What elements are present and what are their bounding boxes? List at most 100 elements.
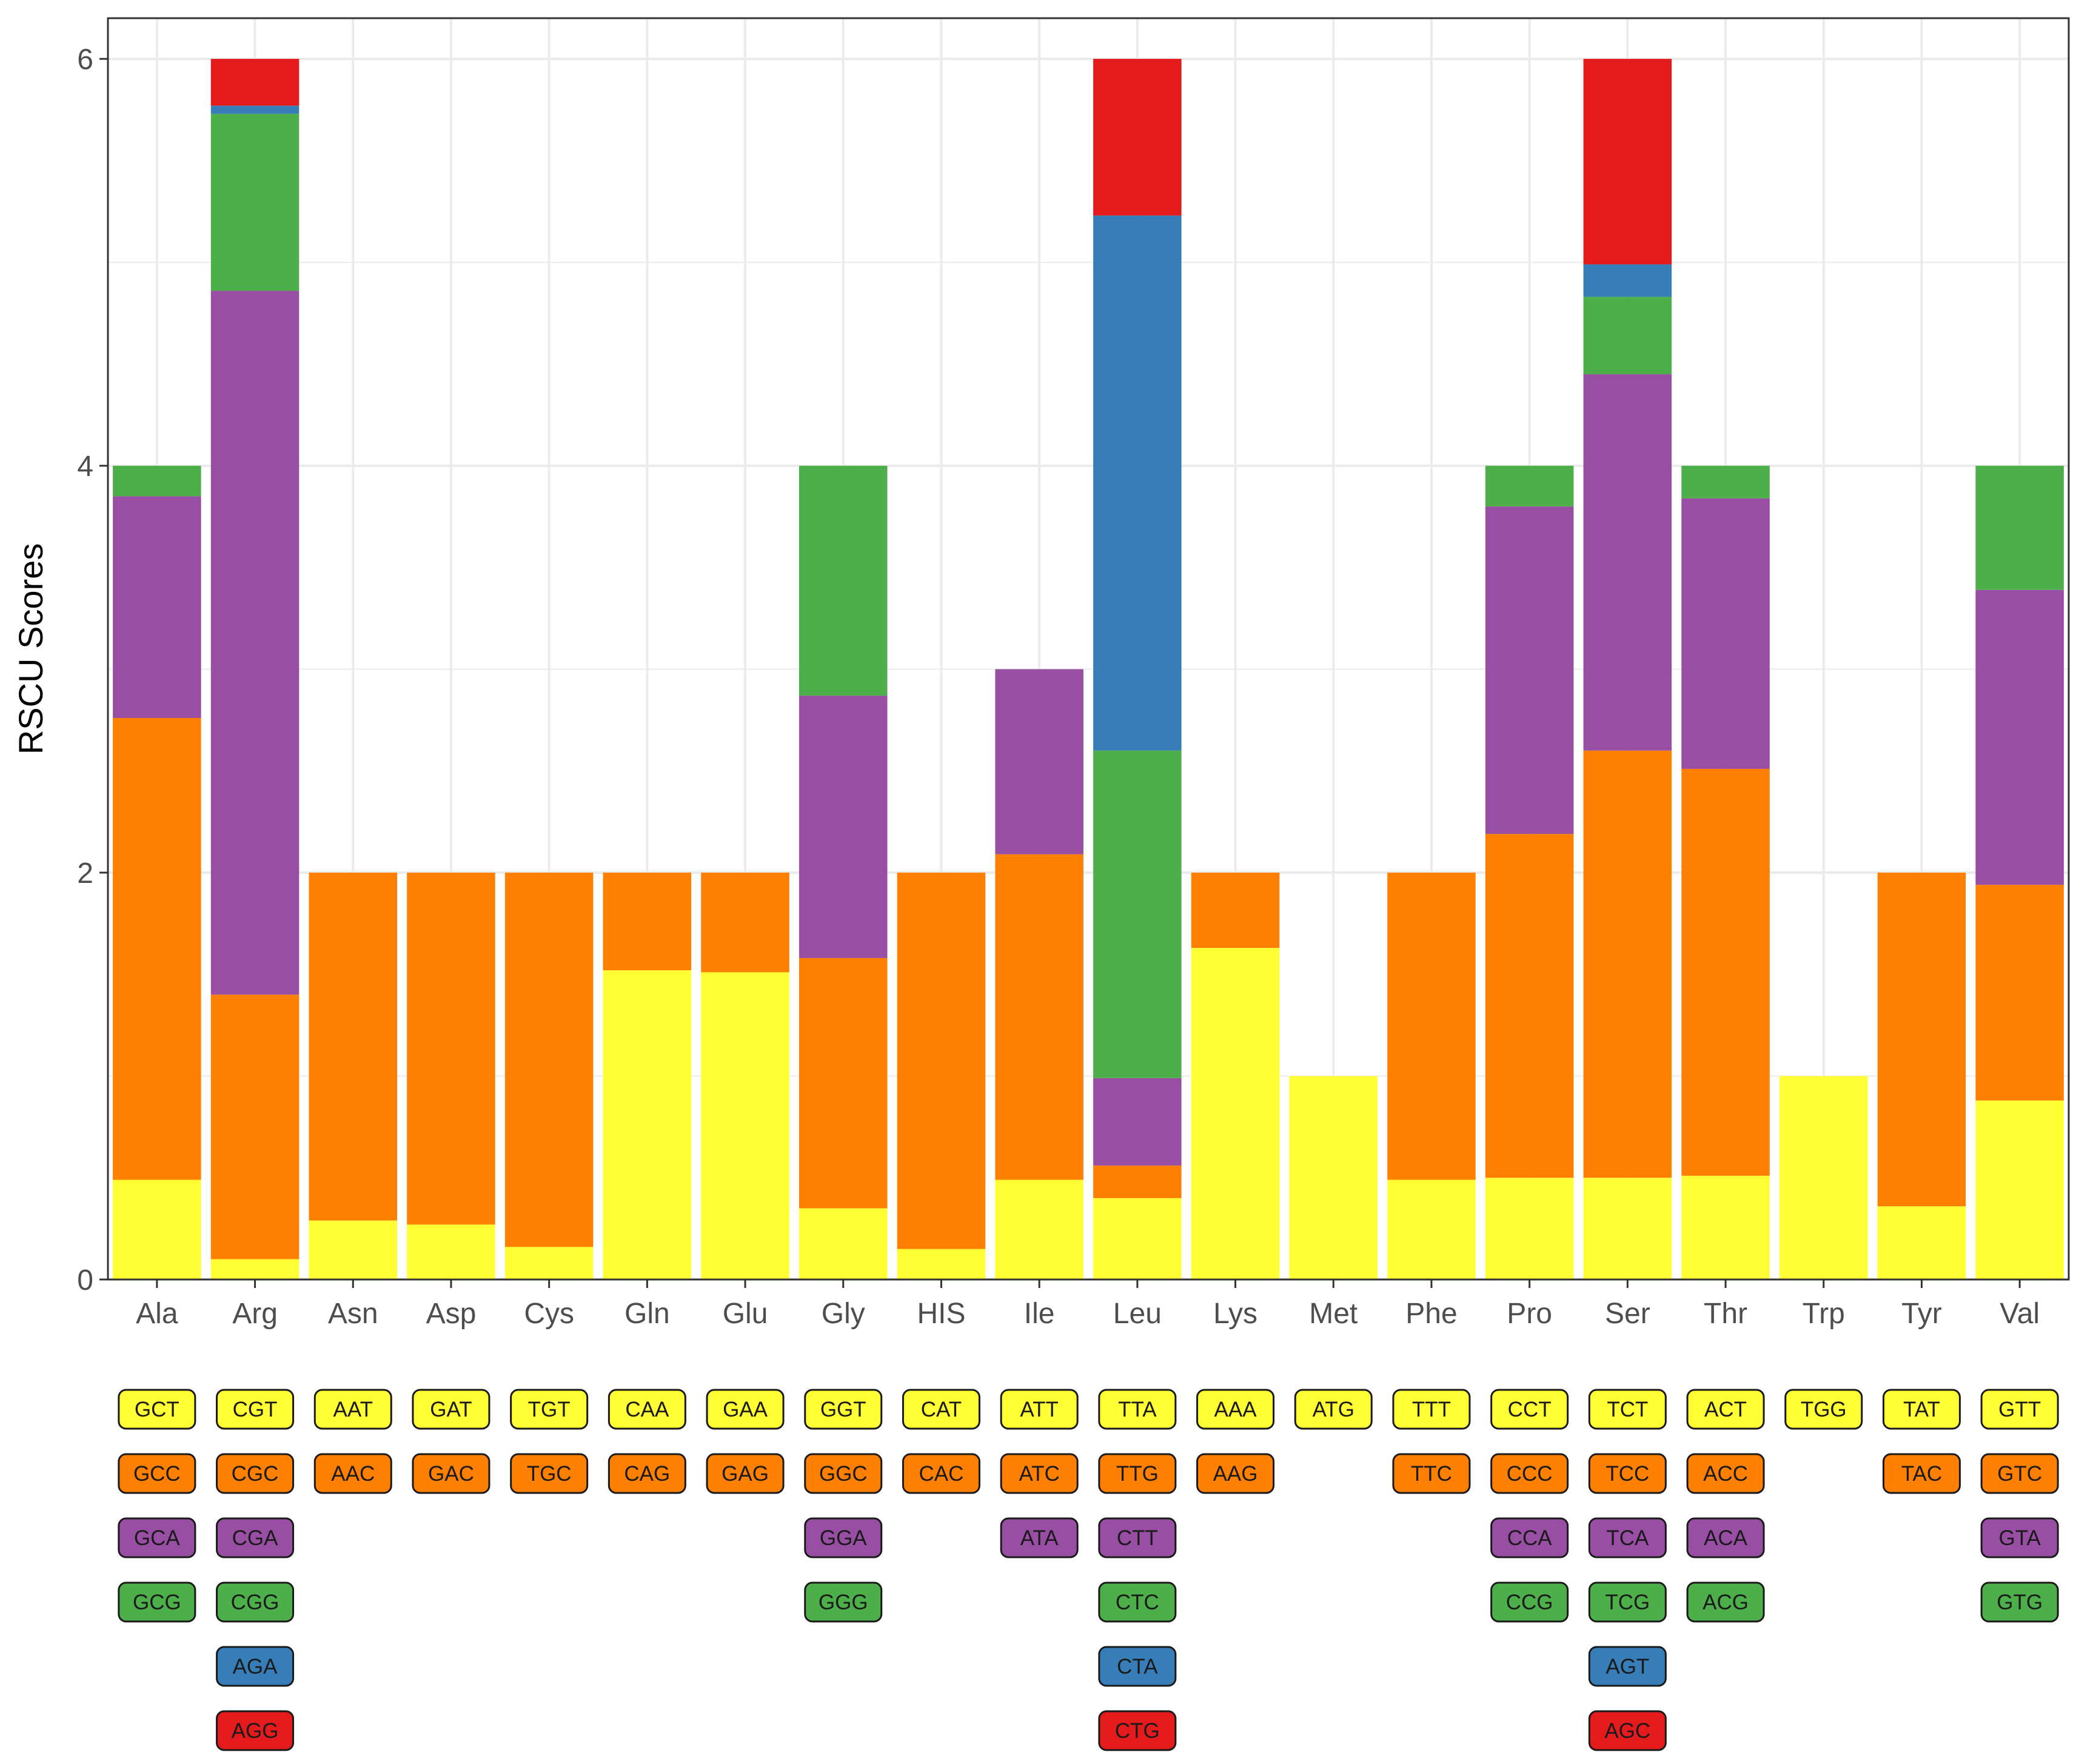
codon-badge-tgg: TGG — [1784, 1389, 1863, 1430]
codon-badge-label: GAG — [722, 1462, 769, 1486]
codon-badge-box — [1490, 1389, 1569, 1430]
codon-badge-label: ACG — [1703, 1591, 1749, 1614]
codon-badge-box — [1980, 1581, 2059, 1623]
codon-badge-label: TGC — [527, 1462, 572, 1486]
codon-badge-box — [902, 1389, 980, 1430]
codon-badge-label: ATT — [1020, 1398, 1059, 1421]
x-tick-label-phe: Phe — [1405, 1298, 1457, 1330]
bar-segment-aac — [309, 873, 398, 1221]
bar-his — [897, 873, 986, 1279]
codon-badge-tgc: TGC — [510, 1453, 589, 1494]
bar-segment-cgt — [210, 1259, 300, 1279]
bar-asp — [407, 873, 495, 1279]
codon-badge-box — [216, 1581, 295, 1623]
bar-segment-ttc — [1387, 873, 1476, 1180]
codon-badge-box — [1588, 1453, 1667, 1494]
codon-badge-label: GGC — [819, 1462, 868, 1486]
codon-badge-cct: CCT — [1490, 1389, 1569, 1430]
codon-badge-aat: AAT — [313, 1389, 392, 1430]
codon-badge-label: TGG — [1801, 1398, 1847, 1421]
bar-segment-tgt — [504, 1247, 594, 1279]
codon-badge-gaa: GAA — [706, 1389, 785, 1430]
codon-badge-box — [1098, 1646, 1177, 1687]
codon-badge-acc: ACC — [1686, 1453, 1765, 1494]
codon-badge-box — [1882, 1453, 1961, 1494]
bar-segment-gct — [113, 1179, 201, 1279]
bar-segment-gtt — [1975, 1100, 2064, 1279]
codon-badge-tcc: TCC — [1588, 1453, 1667, 1494]
codon-badge-ggg: GGG — [804, 1581, 883, 1623]
bar-segment-agt — [1583, 264, 1672, 297]
x-tick-label-pro: Pro — [1507, 1298, 1552, 1330]
bar-segment-cct — [1485, 1178, 1574, 1279]
y-tick-label: 0 — [77, 1264, 93, 1296]
y-tick-label: 4 — [77, 451, 93, 483]
bar-ala — [113, 466, 201, 1279]
codon-badge-cag: CAG — [608, 1453, 686, 1494]
codon-badge-aag: AAG — [1196, 1453, 1275, 1494]
codon-badge-tca: TCA — [1588, 1517, 1667, 1558]
codon-badge-box — [804, 1453, 883, 1494]
bar-cys — [504, 873, 594, 1279]
y-tick-label: 2 — [77, 857, 93, 890]
codon-badge-tac: TAC — [1882, 1453, 1961, 1494]
x-tick-label-leu: Leu — [1113, 1298, 1162, 1330]
bar-segment-ctg — [1093, 59, 1182, 216]
codon-badge-act: ACT — [1686, 1389, 1765, 1430]
codon-badge-label: TAT — [1903, 1398, 1940, 1421]
bar-segment-act — [1681, 1175, 1770, 1279]
codon-badge-box — [804, 1581, 883, 1623]
bar-segment-ccc — [1485, 834, 1574, 1178]
codon-badge-box — [1686, 1453, 1765, 1494]
bar-segment-gga — [799, 696, 888, 958]
codon-badge-label: GGT — [820, 1398, 866, 1421]
codon-badge-box — [608, 1453, 686, 1494]
bar-segment-ata — [995, 669, 1083, 854]
bar-segment-cgc — [210, 994, 300, 1259]
bar-segment-acg — [1681, 466, 1770, 498]
codon-badge-aca: ACA — [1686, 1517, 1765, 1558]
codon-badge-label: TTG — [1116, 1462, 1159, 1486]
panel-border — [107, 17, 2070, 1281]
bar-segment-tcg — [1583, 297, 1672, 375]
codon-badge-cga: CGA — [216, 1517, 295, 1558]
codon-badge-label: CCT — [1508, 1398, 1552, 1421]
codon-badge-tta: TTA — [1098, 1389, 1177, 1430]
codon-badge-label: CTA — [1117, 1655, 1158, 1678]
x-tick-label-trp: Trp — [1803, 1298, 1845, 1330]
bar-segment-aaa — [1191, 948, 1280, 1279]
codon-badge-caa: CAA — [608, 1389, 686, 1430]
x-tick-label-ala: Ala — [136, 1298, 178, 1330]
codon-badge-box — [1686, 1581, 1765, 1623]
codon-badge-ttt: TTT — [1392, 1389, 1471, 1430]
codon-badge-box — [313, 1389, 392, 1430]
codon-badge-label: CTT — [1117, 1526, 1158, 1550]
bar-segment-cga — [210, 290, 300, 995]
bar-arg — [210, 59, 300, 1279]
bar-segment-cac — [897, 873, 986, 1249]
codon-badge-box — [1490, 1517, 1569, 1558]
codon-badge-box — [1392, 1453, 1471, 1494]
codon-badge-label: CGC — [232, 1462, 279, 1486]
bar-segment-ggt — [799, 1208, 888, 1279]
codon-badge-ggc: GGC — [804, 1453, 883, 1494]
bar-segment-cta — [1093, 215, 1182, 751]
bar-segment-tcc — [1583, 750, 1672, 1178]
codon-badge-label: AAG — [1213, 1462, 1258, 1486]
codon-badge-box — [1588, 1517, 1667, 1558]
codon-badge-box — [412, 1389, 491, 1430]
codon-badge-atc: ATC — [1000, 1453, 1079, 1494]
codon-badge-label: GTA — [1998, 1526, 2041, 1550]
bar-segment-agc — [1583, 59, 1672, 264]
codon-badge-box — [313, 1453, 392, 1494]
codon-badge-label: ATA — [1020, 1526, 1059, 1550]
codon-badge-label: CGG — [231, 1591, 280, 1614]
codon-badge-ccg: CCG — [1490, 1581, 1569, 1623]
codon-badge-box — [1588, 1581, 1667, 1623]
codon-badge-cta: CTA — [1098, 1646, 1177, 1687]
bar-leu — [1093, 59, 1182, 1279]
codon-badge-label: ATC — [1019, 1462, 1059, 1486]
codon-badge-box — [804, 1389, 883, 1430]
codon-badge-box — [1686, 1517, 1765, 1558]
codon-badge-box — [1980, 1517, 2059, 1558]
